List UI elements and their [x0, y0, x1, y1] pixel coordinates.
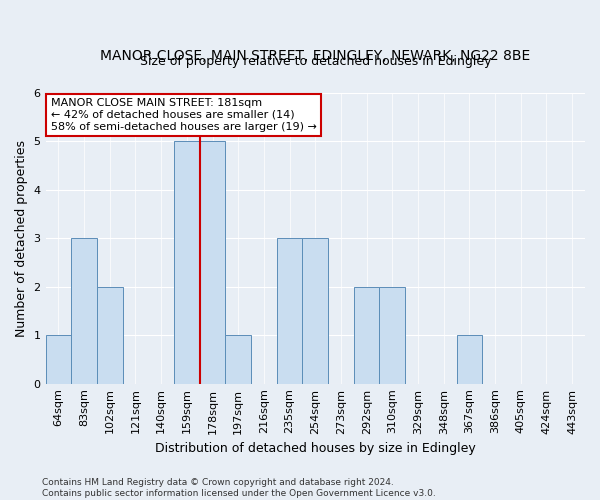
Text: MANOR CLOSE, MAIN STREET, EDINGLEY, NEWARK, NG22 8BE: MANOR CLOSE, MAIN STREET, EDINGLEY, NEWA…: [100, 50, 530, 64]
Y-axis label: Number of detached properties: Number of detached properties: [15, 140, 28, 336]
Bar: [200, 141, 226, 384]
Bar: [226, 335, 251, 384]
Bar: [277, 238, 302, 384]
Text: MANOR CLOSE MAIN STREET: 181sqm
← 42% of detached houses are smaller (14)
58% of: MANOR CLOSE MAIN STREET: 181sqm ← 42% of…: [51, 98, 317, 132]
Bar: [302, 238, 328, 384]
Bar: [71, 238, 97, 384]
X-axis label: Distribution of detached houses by size in Edingley: Distribution of detached houses by size …: [155, 442, 476, 455]
Text: Contains HM Land Registry data © Crown copyright and database right 2024.
Contai: Contains HM Land Registry data © Crown c…: [42, 478, 436, 498]
Bar: [457, 335, 482, 384]
Bar: [97, 286, 122, 384]
Bar: [379, 286, 405, 384]
Bar: [174, 141, 200, 384]
Bar: [46, 335, 71, 384]
Title: Size of property relative to detached houses in Edingley: Size of property relative to detached ho…: [140, 54, 491, 68]
Bar: [354, 286, 379, 384]
